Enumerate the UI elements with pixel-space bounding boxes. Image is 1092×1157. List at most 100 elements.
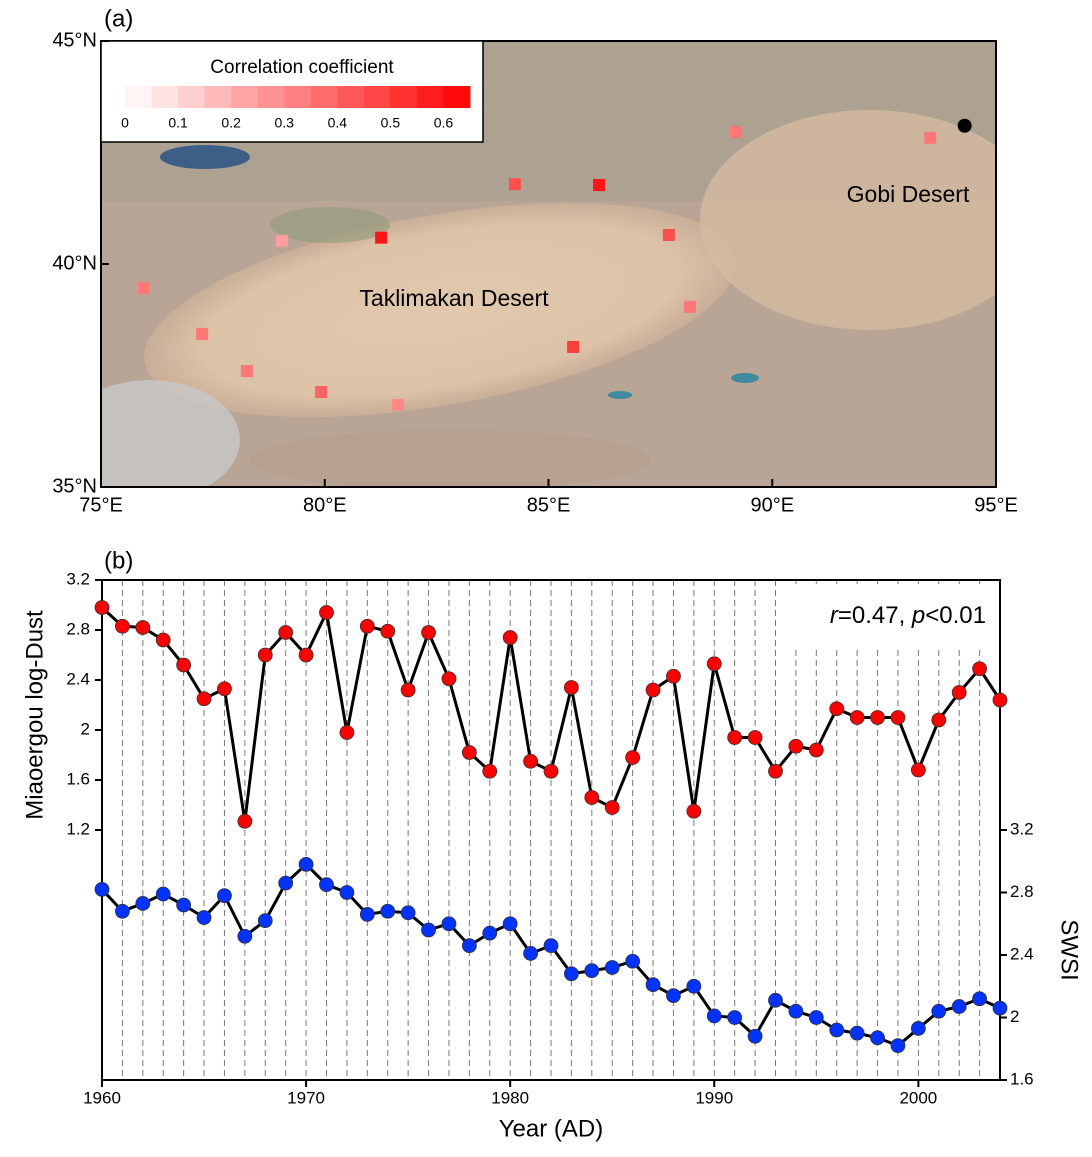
series-point: [482, 925, 498, 941]
series-point: [747, 1028, 763, 1044]
colorbar-box: [416, 86, 444, 108]
station-marker: [375, 231, 388, 244]
colorbar-box: [151, 86, 179, 108]
x-tick-label: 1990: [695, 1088, 733, 1107]
y-tick-label: 35°N: [52, 475, 97, 497]
y-tick-label: 1.2: [66, 819, 90, 838]
series-point: [319, 877, 334, 893]
station-marker: [662, 229, 675, 242]
colorbar-tick-label: 0.3: [274, 115, 294, 131]
annotation-part: <0.01: [925, 602, 986, 629]
station-marker: [508, 178, 521, 191]
series-point: [931, 712, 947, 728]
series-point: [686, 803, 702, 819]
panel-label: (a): [104, 5, 133, 32]
y2-tick-label: 3.2: [1010, 819, 1034, 838]
annotation-part: =0.47,: [838, 602, 912, 629]
series-point: [421, 625, 436, 640]
annotation-part: r: [830, 602, 839, 629]
series-point: [768, 763, 783, 779]
series-point: [564, 966, 579, 982]
annotation: r=0.47, p<0.01: [830, 602, 986, 629]
series-point: [359, 906, 375, 922]
series-point: [94, 600, 110, 615]
series-point: [298, 647, 314, 663]
series-point: [584, 963, 600, 979]
colorbar-box: [257, 86, 285, 108]
series-point: [910, 1021, 926, 1036]
y2-tick-label: 1.6: [1010, 1069, 1034, 1088]
station-marker: [567, 340, 580, 353]
y2-tick-label: 2.8: [1010, 882, 1034, 901]
series-point: [910, 762, 926, 778]
series-point: [604, 960, 620, 975]
x-tick-label: 90°E: [750, 494, 794, 516]
series-point: [176, 657, 192, 673]
series-point: [523, 753, 538, 769]
station-marker: [730, 125, 743, 138]
series-point: [747, 730, 763, 745]
station-marker: [275, 234, 288, 247]
series-point: [808, 742, 824, 758]
colorbar-box: [284, 86, 312, 108]
series-point: [298, 856, 314, 872]
series-point: [155, 886, 171, 902]
series-point: [768, 992, 783, 1008]
y2-tick-label: 2: [1010, 1007, 1019, 1026]
series-point: [339, 725, 355, 740]
series-point: [441, 916, 457, 932]
series-point: [870, 1030, 885, 1046]
colorbar-box: [231, 86, 259, 108]
colorbar-tick-label: 0.1: [168, 115, 188, 131]
x-tick-label: 2000: [899, 1088, 937, 1107]
series-point: [115, 618, 130, 634]
region-label: Taklimakan Desert: [359, 285, 549, 311]
series-point: [645, 977, 661, 993]
colorbar-box: [363, 86, 391, 108]
colorbar-tick-label: 0.2: [221, 115, 241, 131]
series-point: [319, 605, 334, 620]
station-marker: [392, 398, 405, 411]
y-tick-label: 3.2: [66, 569, 90, 588]
series-point: [788, 1003, 804, 1019]
colorbar-tick-label: 0: [121, 115, 129, 131]
colorbar-box: [310, 86, 338, 108]
x-axis-label: Year (AD): [499, 1115, 603, 1142]
x-tick-label: 80°E: [303, 494, 347, 516]
series-point: [666, 988, 681, 1004]
series-point: [543, 763, 559, 779]
colorbar-tick-label: 0.4: [328, 115, 348, 131]
x-tick-label: 1980: [491, 1088, 529, 1107]
series-point: [278, 625, 294, 640]
series-point: [604, 800, 620, 815]
x-tick-label: 75°E: [79, 494, 123, 516]
y-tick-label: 2.8: [66, 619, 90, 638]
series-point: [788, 738, 804, 754]
series-point: [849, 710, 865, 725]
series-point: [94, 881, 110, 897]
series-point: [645, 682, 661, 698]
series-point: [441, 671, 457, 687]
station-marker: [315, 386, 328, 399]
series-point: [421, 922, 436, 938]
series-point: [339, 885, 355, 900]
series-point: [523, 946, 538, 961]
series-point: [115, 903, 130, 919]
series-point: [176, 897, 192, 913]
series-point: [706, 656, 722, 672]
colorbar-box: [178, 86, 206, 108]
series-point: [584, 790, 600, 805]
series-point: [890, 710, 906, 725]
series-point: [829, 701, 845, 717]
colorbar-box: [390, 86, 418, 108]
series-point: [625, 953, 641, 969]
series-point: [502, 916, 518, 932]
series-point: [543, 938, 559, 954]
x-tick-label: 1970: [287, 1088, 325, 1107]
series-point: [400, 682, 416, 698]
series-point: [257, 647, 273, 663]
y-tick-label: 2.4: [66, 669, 90, 688]
y-tick-label: 40°N: [52, 252, 97, 274]
series-point: [666, 668, 681, 684]
